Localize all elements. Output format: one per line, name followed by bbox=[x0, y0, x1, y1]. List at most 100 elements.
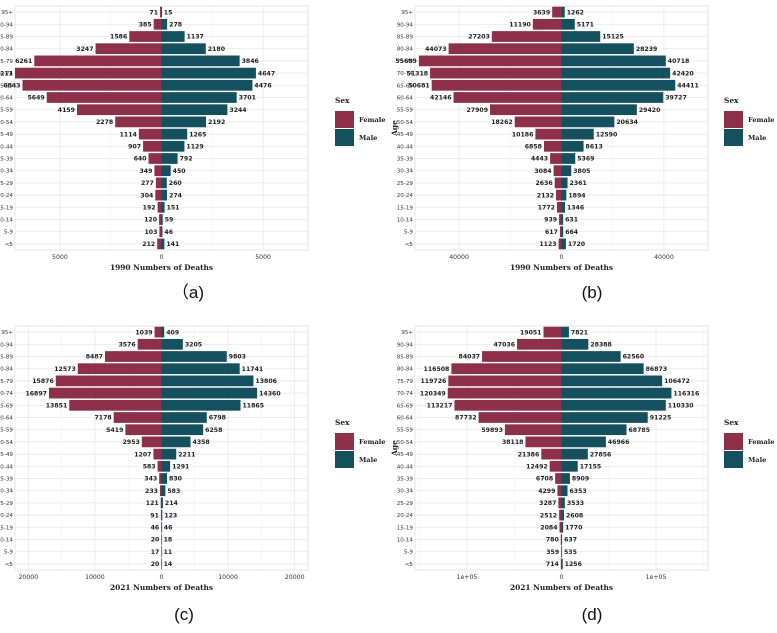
age-tick-label: 50-54 bbox=[397, 120, 414, 126]
age-tick-label: 20-24 bbox=[0, 193, 13, 199]
female-value-label: 907 bbox=[128, 144, 141, 151]
male-bar bbox=[561, 485, 568, 497]
female-value-label: 3247 bbox=[76, 46, 93, 53]
female-bar bbox=[549, 460, 562, 472]
age-tick-label: 15-19 bbox=[0, 205, 13, 211]
age-tick-label: 35-39 bbox=[397, 477, 414, 483]
female-bar bbox=[77, 104, 162, 116]
panel-caption: (c) bbox=[174, 605, 194, 624]
female-bar bbox=[46, 92, 162, 103]
male-value-label: 5369 bbox=[577, 156, 594, 163]
male-bar bbox=[561, 79, 676, 91]
female-value-label: 714 bbox=[546, 561, 560, 568]
female-value-label: 15876 bbox=[32, 378, 54, 385]
male-value-label: 583 bbox=[167, 488, 180, 495]
female-value-label: 1114 bbox=[120, 131, 138, 138]
age-tick-label: 25-29 bbox=[0, 181, 13, 187]
male-value-label: 1770 bbox=[565, 525, 583, 532]
age-tick-label: 65-69 bbox=[397, 403, 414, 409]
female-bar bbox=[491, 31, 562, 42]
male-value-label: 278 bbox=[169, 22, 182, 29]
female-value-label: 44073 bbox=[425, 46, 447, 53]
age-tick-label: 90-94 bbox=[397, 342, 414, 348]
male-value-label: 28239 bbox=[636, 46, 658, 53]
male-bar bbox=[161, 460, 171, 472]
male-bar bbox=[161, 509, 163, 521]
male-bar bbox=[161, 534, 163, 545]
female-bar bbox=[159, 214, 162, 225]
legend-male-label: Male bbox=[748, 456, 766, 464]
male-bar bbox=[161, 473, 168, 484]
male-bar bbox=[561, 351, 621, 362]
female-value-label: 2084 bbox=[540, 525, 558, 532]
male-bar bbox=[561, 460, 578, 472]
male-value-label: 1346 bbox=[567, 205, 584, 212]
female-value-label: 46 bbox=[151, 525, 160, 532]
x-tick-label: 0 bbox=[560, 254, 564, 261]
male-value-label: 1265 bbox=[189, 131, 206, 138]
female-value-label: 939 bbox=[544, 217, 557, 224]
female-bar bbox=[517, 338, 562, 350]
female-value-label: 10186 bbox=[512, 131, 534, 138]
age-tick-label: 50-54 bbox=[397, 440, 414, 446]
legend-title: Sex bbox=[335, 418, 350, 427]
age-tick-label: 5-9 bbox=[4, 230, 14, 236]
female-value-label: 42146 bbox=[430, 95, 452, 102]
legend-male-label: Male bbox=[359, 456, 377, 464]
x-tick-label: 1e+05 bbox=[457, 574, 478, 581]
male-value-label: 20634 bbox=[616, 119, 638, 126]
age-tick-label: 15-19 bbox=[397, 525, 414, 531]
male-bar bbox=[161, 79, 253, 91]
male-value-label: 91225 bbox=[650, 415, 672, 422]
male-value-label: 4358 bbox=[193, 439, 210, 446]
x-tick-label: 20000 bbox=[285, 574, 305, 581]
age-tick-label: 95+ bbox=[401, 10, 413, 16]
x-axis-title: 1990 Numbers of Deaths bbox=[510, 263, 613, 272]
female-value-label: 113217 bbox=[427, 403, 453, 410]
age-tick-label: 90-94 bbox=[0, 342, 13, 348]
male-bar bbox=[561, 424, 627, 436]
legend-male-swatch bbox=[724, 451, 743, 468]
female-bar bbox=[153, 448, 162, 460]
male-bar bbox=[561, 558, 563, 570]
male-value-label: 3805 bbox=[573, 168, 590, 175]
female-value-label: 233 bbox=[145, 488, 158, 495]
age-tick-label: 45-49 bbox=[397, 452, 414, 458]
female-value-label: 343 bbox=[144, 476, 157, 483]
female-bar bbox=[159, 226, 162, 238]
male-value-label: 637 bbox=[564, 537, 577, 544]
male-value-label: 6353 bbox=[570, 488, 587, 495]
female-bar bbox=[555, 473, 562, 484]
male-bar bbox=[561, 363, 644, 375]
male-bar bbox=[161, 189, 168, 201]
male-value-label: 274 bbox=[169, 192, 183, 199]
female-value-label: 27909 bbox=[466, 107, 488, 114]
female-bar bbox=[504, 424, 562, 436]
female-value-label: 2636 bbox=[536, 180, 553, 187]
male-bar bbox=[561, 534, 563, 545]
male-value-label: 27856 bbox=[590, 451, 612, 458]
male-bar bbox=[161, 104, 228, 116]
male-bar bbox=[561, 55, 666, 67]
male-bar bbox=[161, 338, 183, 350]
female-bar bbox=[454, 399, 562, 411]
female-bar bbox=[559, 226, 562, 238]
age-tick-label: 65-69 bbox=[0, 83, 13, 89]
legend: Sex Female Male bbox=[724, 418, 774, 468]
male-value-label: 3701 bbox=[239, 95, 256, 102]
female-bar bbox=[482, 351, 562, 362]
female-value-label: 17 bbox=[151, 549, 160, 556]
male-value-label: 2608 bbox=[566, 512, 583, 519]
female-bar bbox=[55, 375, 162, 387]
male-bar bbox=[161, 521, 163, 533]
female-value-label: 359 bbox=[546, 549, 559, 556]
female-bar bbox=[15, 67, 162, 79]
female-bar bbox=[451, 363, 562, 375]
male-value-label: 42420 bbox=[672, 70, 694, 77]
x-tick-label: 0 bbox=[160, 574, 164, 581]
female-value-label: 87732 bbox=[455, 415, 477, 422]
male-bar bbox=[561, 189, 567, 201]
female-bar bbox=[552, 6, 562, 18]
female-value-label: 103 bbox=[144, 229, 157, 236]
legend-male-label: Male bbox=[359, 134, 377, 142]
